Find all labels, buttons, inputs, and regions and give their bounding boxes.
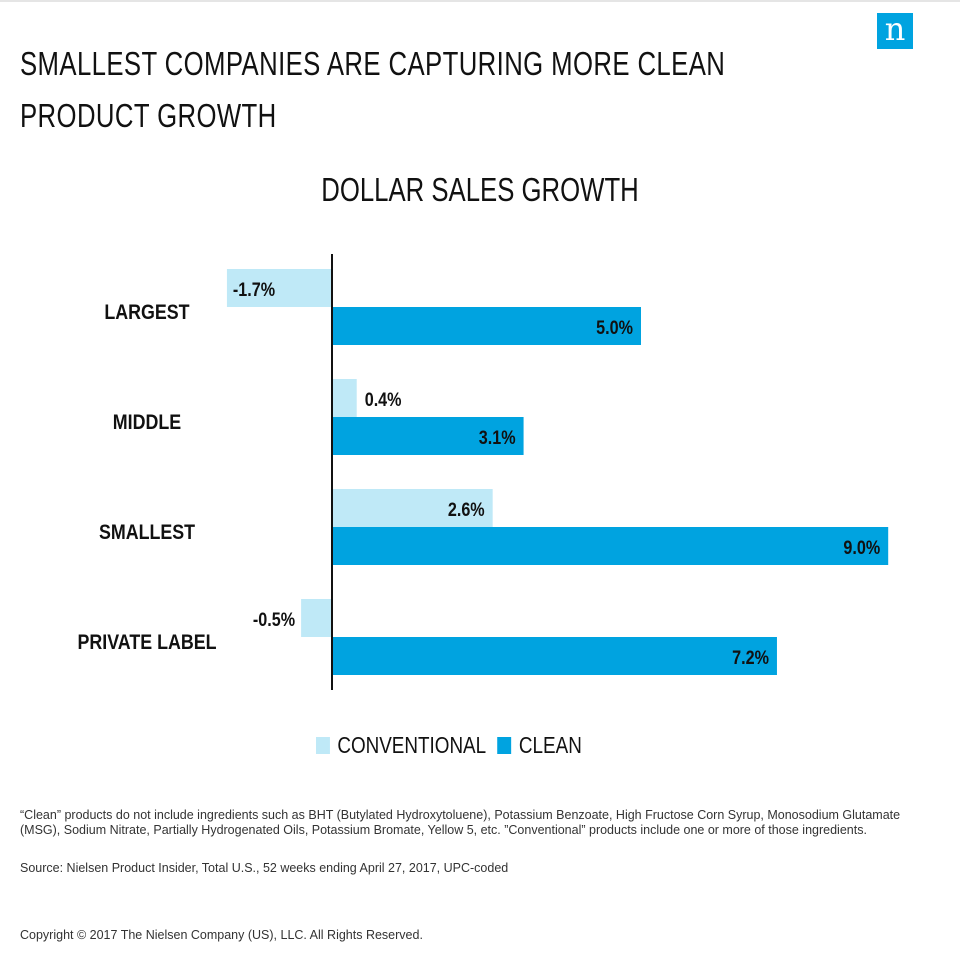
value-label-clean-middle: 3.1% (479, 427, 516, 449)
footnote-source: Source: Nielsen Product Insider, Total U… (20, 861, 509, 875)
footnote-definition: “Clean” products do not include ingredie… (20, 808, 901, 837)
bar-clean-largest (332, 307, 641, 345)
bar-clean-smallest (332, 527, 889, 565)
headline-line-1: SMALLEST COMPANIES ARE CAPTURING MORE CL… (20, 45, 726, 82)
value-label-clean-smallest: 9.0% (843, 537, 880, 559)
bar-clean-private-label (332, 637, 777, 675)
category-label-largest: LARGEST (104, 301, 189, 325)
bar-conventional-largest (226, 269, 332, 307)
top-divider (0, 0, 960, 2)
legend-label-conventional: CONVENTIONAL (337, 731, 487, 758)
category-label-smallest: SMALLEST (99, 521, 195, 545)
headline: SMALLEST COMPANIES ARE CAPTURING MORE CL… (20, 38, 800, 142)
legend-label-clean: CLEAN (518, 731, 582, 758)
value-label-conventional-middle: 0.4% (365, 389, 402, 411)
legend-item-clean: CLEAN (497, 731, 582, 759)
value-label-conventional-private-label: -0.5% (253, 609, 295, 631)
value-label-clean-largest: 5.0% (596, 317, 633, 339)
bar-conventional-private-label (301, 599, 332, 637)
bar-conventional-middle (332, 379, 357, 417)
chart-legend: CONVENTIONAL CLEAN (316, 731, 593, 759)
bar-chart: LARGEST -1.7% 5.0% MIDDLE 0.4% 3.1% SMALLEST 2.… (77, 254, 889, 690)
legend-item-conventional: CONVENTIONAL (316, 732, 486, 759)
bar-conventional-smallest (332, 489, 493, 527)
headline-line-2: PRODUCT GROWTH (20, 97, 277, 134)
category-label-private-label: PRIVATE LABEL (77, 631, 216, 655)
value-label-conventional-smallest: 2.6% (448, 499, 485, 521)
nielsen-logo: n (877, 13, 913, 49)
copyright-notice: Copyright © 2017 The Nielsen Company (US… (20, 928, 423, 942)
chart-title: DOLLAR SALES GROWTH (321, 171, 639, 208)
category-label-middle: MIDDLE (113, 411, 181, 435)
bar-clean-middle (332, 417, 524, 455)
value-label-conventional-largest: -1.7% (233, 279, 275, 301)
value-label-clean-private-label: 7.2% (732, 647, 769, 669)
legend-swatch-clean (497, 736, 512, 754)
legend-swatch-conventional (316, 736, 330, 754)
